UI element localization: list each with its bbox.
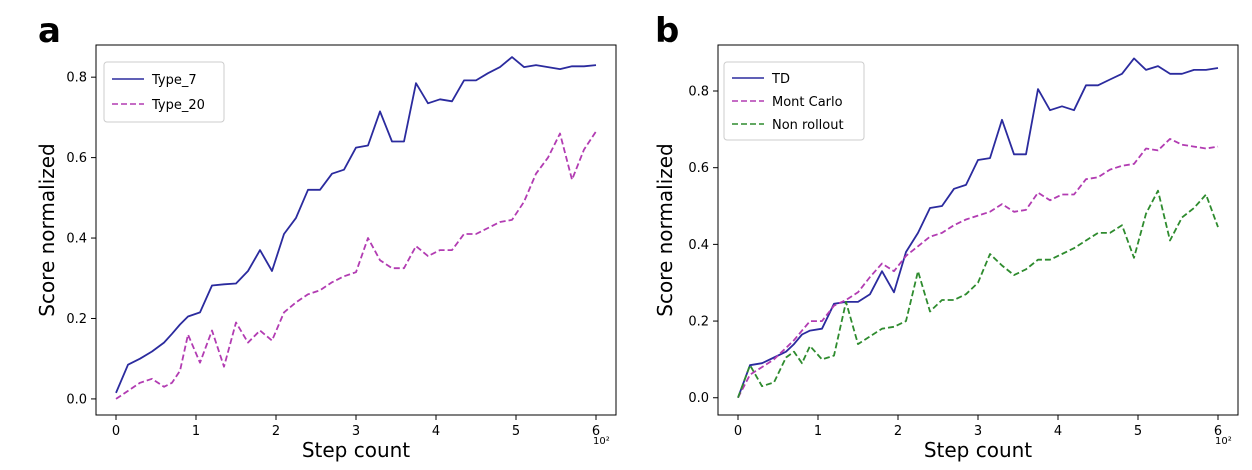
panel-a-ticks: 0 1 2 3 4 5 6 0.0 0.2 0.4 0.6 0.8 (66, 71, 600, 439)
panel-b-x-multiplier: 10² (1215, 436, 1232, 447)
panel-b-ticks: 0 1 2 3 4 5 6 0.0 0.2 0.4 0.6 0.8 (688, 85, 1222, 439)
legend-label-td: TD (771, 72, 790, 87)
panel-a-letter: a (38, 11, 61, 51)
panel-b-plot-frame (717, 44, 1239, 416)
y-tick-label: 0.0 (66, 392, 87, 407)
panel-b-x-axis-label: Step count (924, 438, 1032, 462)
y-tick-label: 0.4 (688, 238, 709, 253)
panel-a-x-multiplier: 10² (593, 436, 610, 447)
x-tick-label: 5 (1134, 424, 1142, 439)
series-line-non-rollout (737, 189, 1219, 399)
legend-label-type-20: Type_20 (151, 98, 205, 113)
x-tick-label: 5 (512, 424, 520, 439)
y-tick-label: 0.6 (66, 151, 87, 166)
x-tick-label: 6 (592, 424, 600, 439)
x-tick-label: 3 (974, 424, 982, 439)
panel-a: a 0 1 2 3 4 5 6 0.0 0.2 0.4 0.6 0.8 Step count Scor… (35, 11, 617, 462)
y-tick-label: 0.2 (688, 315, 709, 330)
panel-a-legend: Type_7 Type_20 (103, 61, 225, 123)
y-tick-label: 0.0 (688, 391, 709, 406)
panel-a-x-axis-label: Step count (302, 438, 410, 462)
y-tick-label: 0.6 (688, 161, 709, 176)
y-tick-label: 0.4 (66, 232, 87, 247)
series-line-type-7 (115, 56, 597, 394)
series-line-td (737, 57, 1219, 399)
x-tick-label: 3 (352, 424, 360, 439)
panel-b-legend: TD Mont Carlo Non rollout (723, 61, 865, 141)
legend-label-mont-carlo: Mont Carlo (772, 95, 843, 110)
legend-label-non-rollout: Non rollout (772, 118, 844, 133)
x-tick-label: 1 (192, 424, 200, 439)
x-tick-label: 2 (272, 424, 280, 439)
x-tick-label: 4 (1054, 424, 1062, 439)
panel-b-letter: b (655, 11, 679, 51)
x-tick-label: 1 (814, 424, 822, 439)
panel-b: b 0 1 2 3 4 5 6 0.0 0.2 0.4 0.6 0.8 Step count Scor… (653, 11, 1239, 462)
panel-b-legend-box (723, 61, 865, 141)
x-tick-label: 0 (112, 424, 120, 439)
panel-a-lines (115, 56, 597, 400)
x-tick-label: 2 (894, 424, 902, 439)
y-tick-label: 0.2 (66, 312, 87, 327)
panel-b-lines (737, 57, 1219, 399)
x-tick-label: 0 (734, 424, 742, 439)
y-tick-label: 0.8 (688, 85, 709, 100)
x-tick-label: 6 (1214, 424, 1222, 439)
panel-b-y-axis-label: Score normalized (653, 143, 677, 317)
legend-label-type-7: Type_7 (151, 73, 197, 88)
panel-a-y-axis-label: Score normalized (35, 143, 59, 317)
y-tick-label: 0.8 (66, 71, 87, 86)
series-line-mont-carlo (737, 137, 1219, 399)
panel-a-legend-box (103, 61, 225, 123)
x-tick-label: 4 (432, 424, 440, 439)
panel-a-plot-frame (95, 44, 617, 416)
series-line-type-20 (115, 131, 597, 400)
